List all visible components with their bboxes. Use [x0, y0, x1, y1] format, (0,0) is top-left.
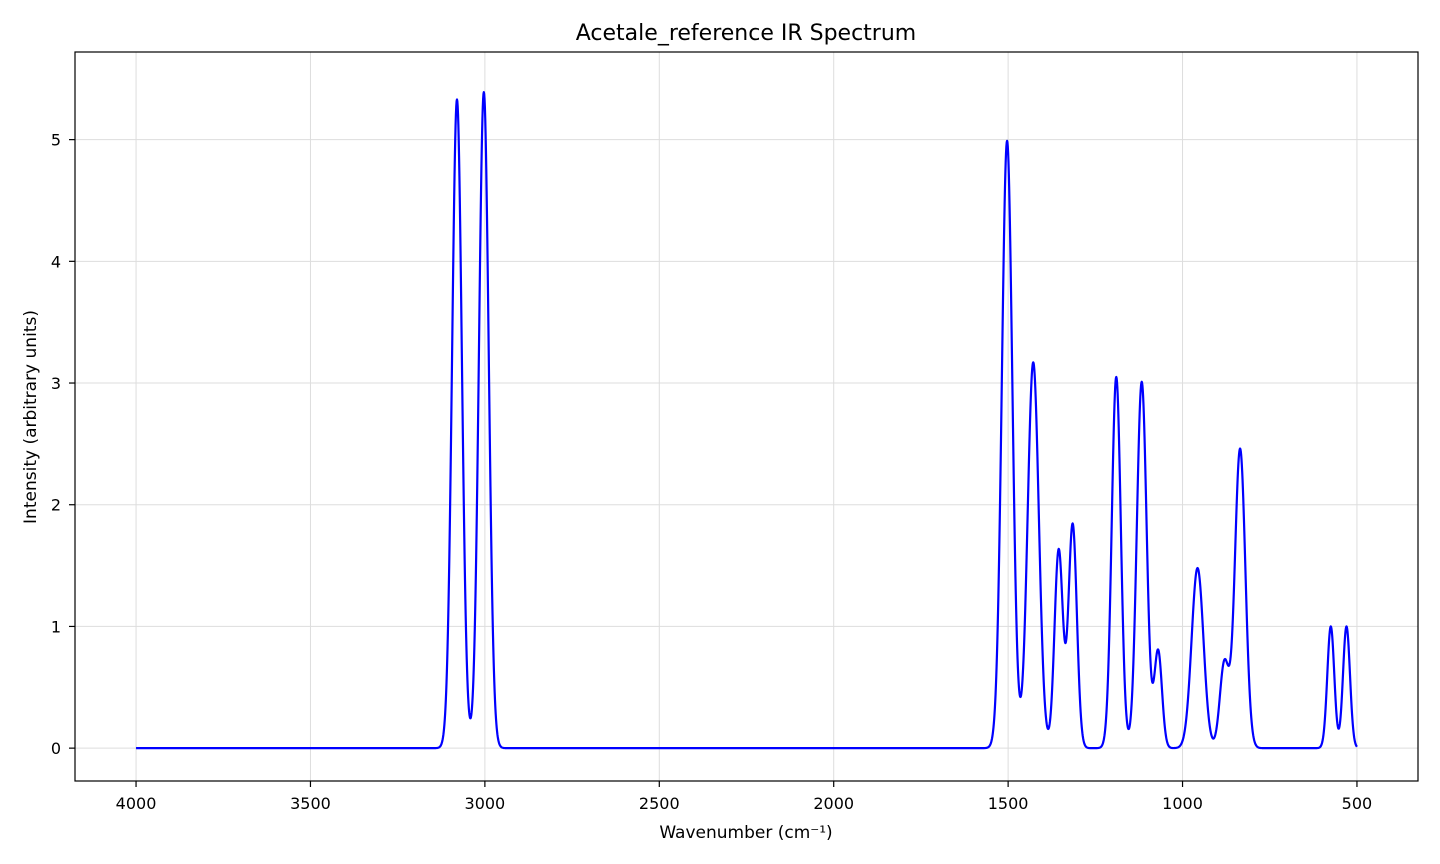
y-tick-label: 1	[51, 617, 61, 636]
x-tick-label: 3000	[465, 794, 506, 813]
plot-frame	[74, 51, 1419, 782]
x-tick-label: 2000	[813, 794, 854, 813]
y-tick-label: 3	[51, 374, 61, 393]
x-tick-label: 500	[1342, 794, 1373, 813]
series-layer	[135, 91, 1358, 750]
y-tick-label: 2	[51, 496, 61, 515]
y-axis-label: Intensity (arbitrary units)	[21, 310, 41, 524]
x-axis-label: Wavenumber (cm⁻¹)	[659, 823, 832, 843]
y-tick-label: 5	[51, 131, 61, 150]
y-tick-label: 4	[51, 252, 61, 271]
x-axis-ticks: 4000 3500 3000 2500 2000 1500 1000 500	[116, 781, 1373, 813]
chart-title: Acetale_reference IR Spectrum	[576, 21, 916, 46]
y-tick-label: 0	[51, 739, 61, 758]
y-axis-ticks: 0 1 2 3 4 5	[51, 131, 75, 758]
x-tick-label: 2500	[639, 794, 680, 813]
x-tick-label: 3500	[290, 794, 331, 813]
x-tick-label: 1000	[1162, 794, 1203, 813]
spectrum-line	[135, 91, 1358, 750]
x-tick-label: 1500	[988, 794, 1029, 813]
x-tick-label: 4000	[116, 794, 157, 813]
